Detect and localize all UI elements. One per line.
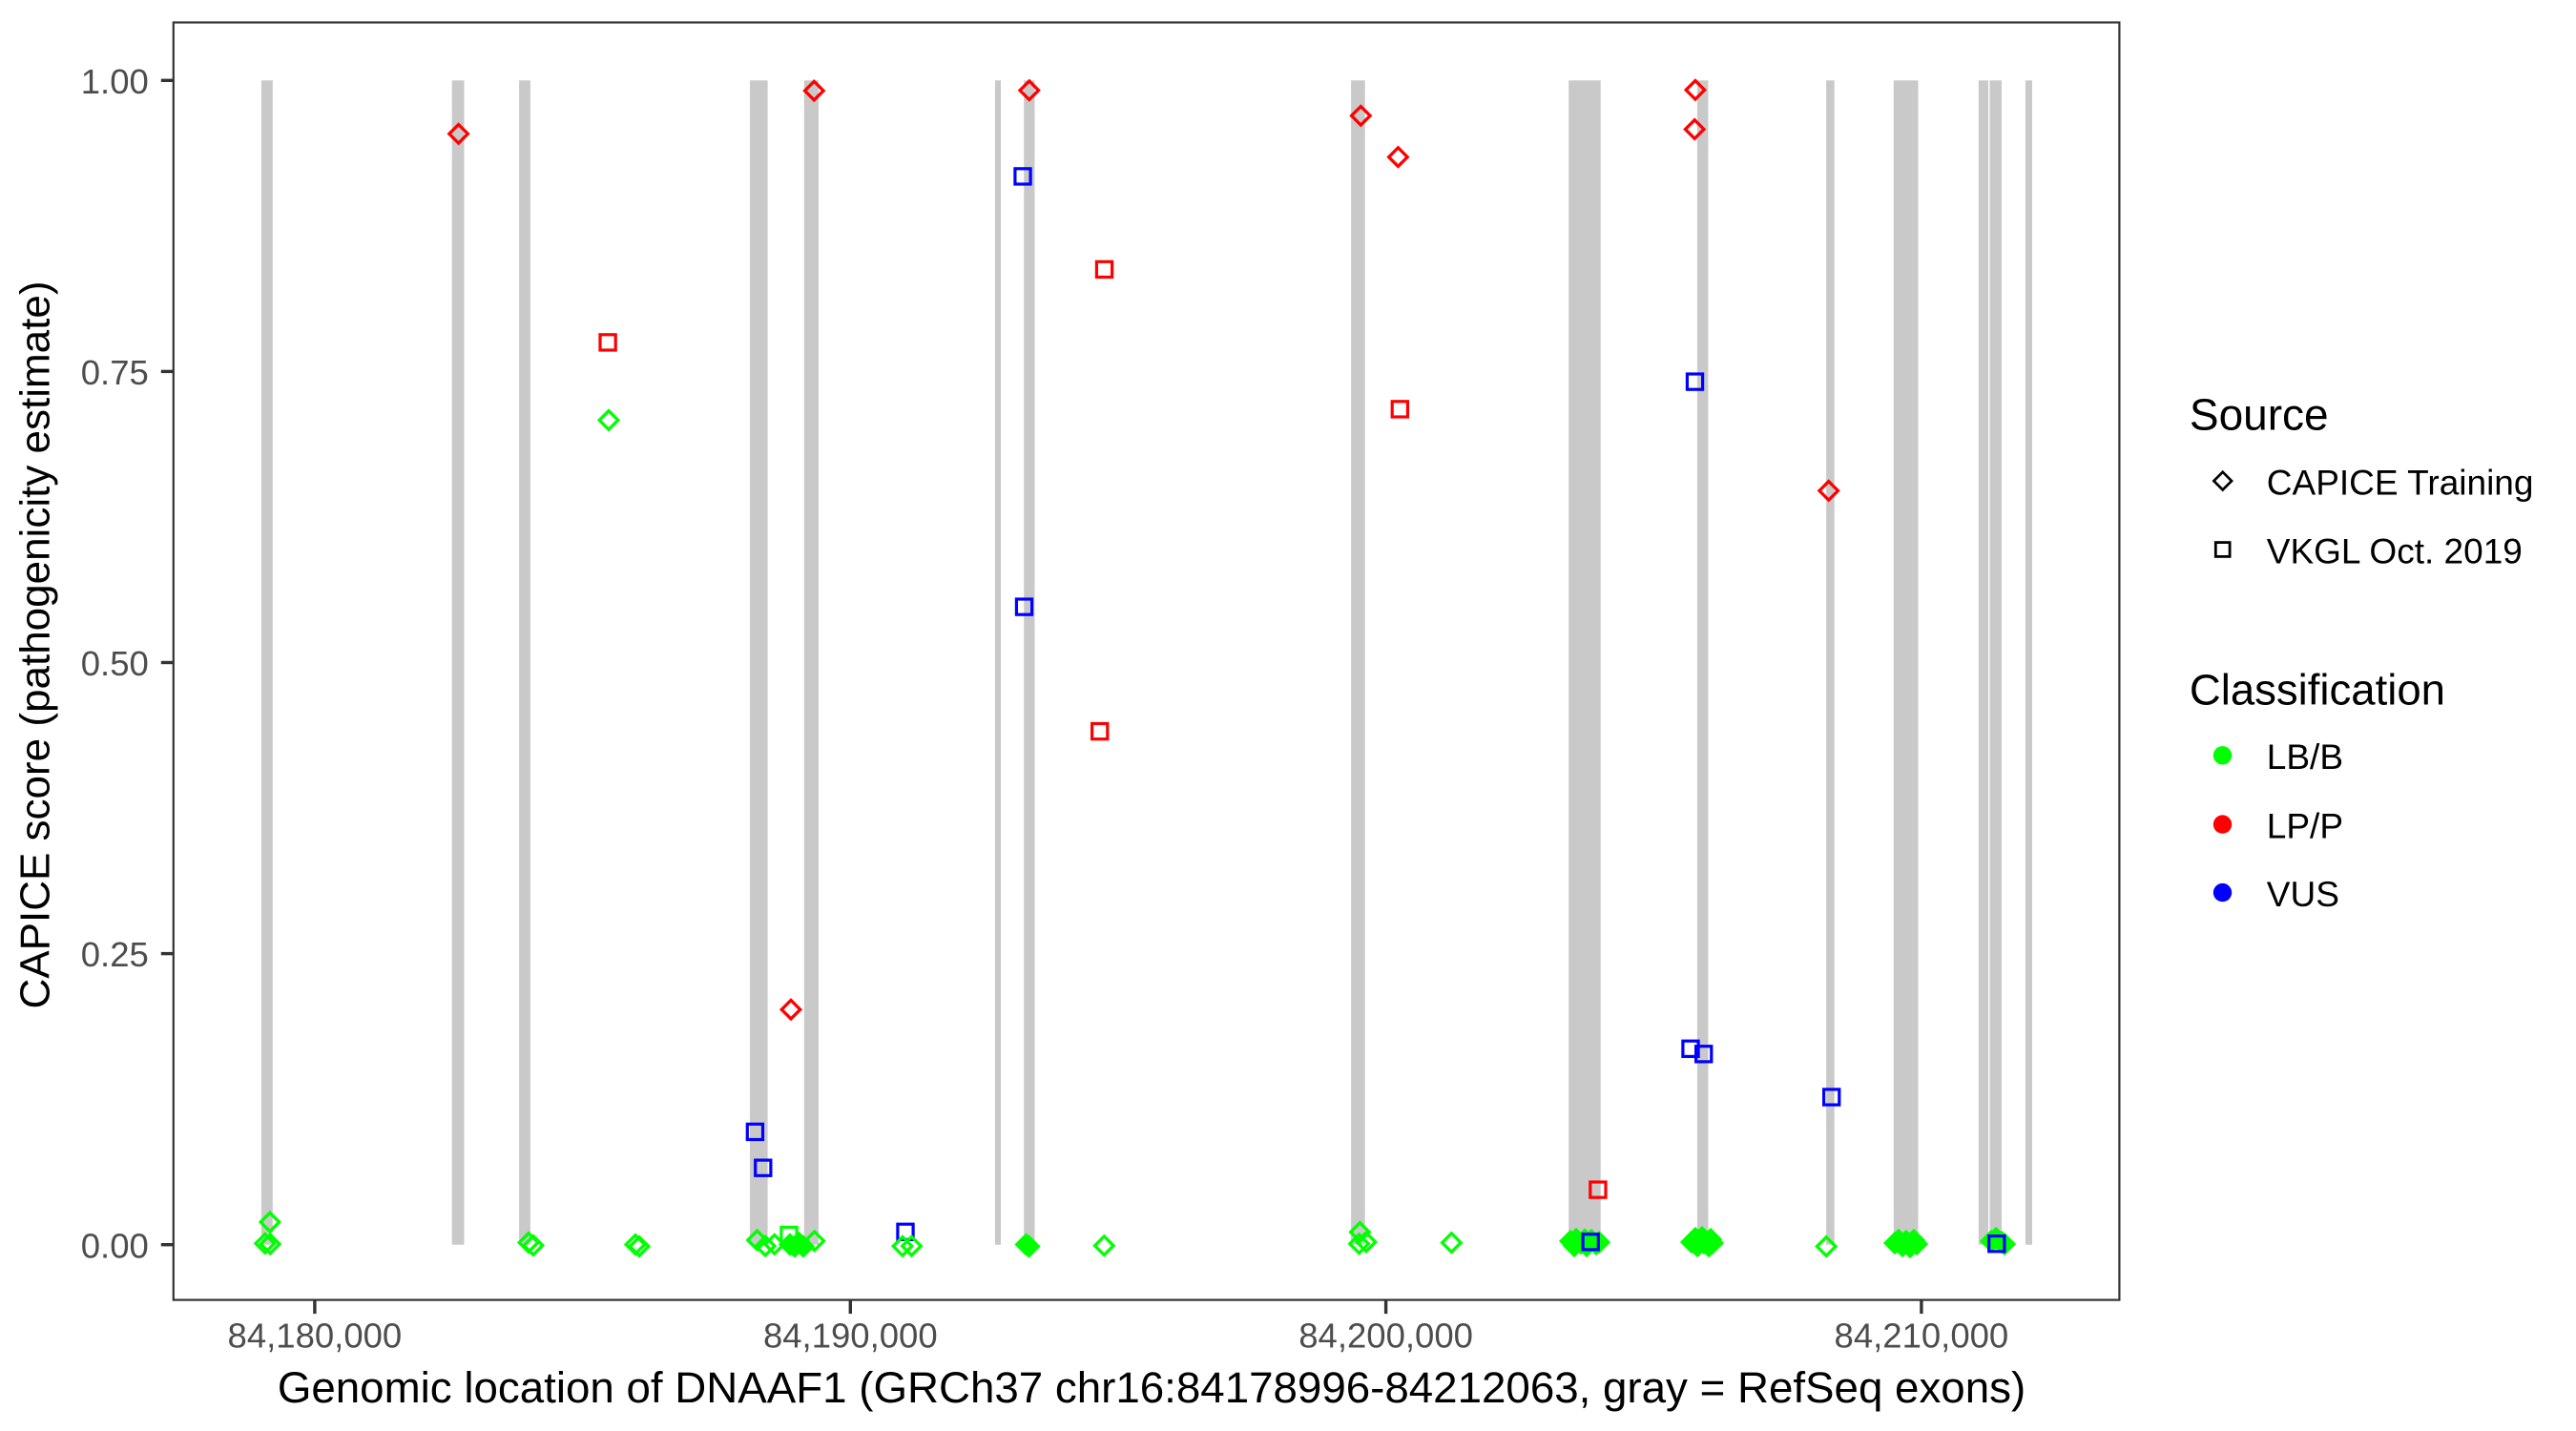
svg-text:0.25: 0.25 bbox=[81, 935, 149, 974]
svg-text:Source: Source bbox=[2190, 390, 2329, 440]
svg-text:VKGL Oct. 2019: VKGL Oct. 2019 bbox=[2267, 532, 2523, 571]
svg-text:84,210,000: 84,210,000 bbox=[1835, 1316, 2009, 1355]
svg-text:0.50: 0.50 bbox=[81, 644, 149, 683]
svg-text:0.75: 0.75 bbox=[81, 353, 149, 392]
svg-text:0.00: 0.00 bbox=[81, 1226, 149, 1265]
svg-text:1.00: 1.00 bbox=[81, 62, 149, 101]
svg-text:84,180,000: 84,180,000 bbox=[228, 1316, 403, 1355]
svg-text:84,200,000: 84,200,000 bbox=[1298, 1316, 1473, 1355]
svg-text:CAPICE Training: CAPICE Training bbox=[2267, 464, 2534, 503]
svg-text:Classification: Classification bbox=[2190, 666, 2445, 715]
svg-text:84,190,000: 84,190,000 bbox=[763, 1316, 938, 1355]
svg-text:LB/B: LB/B bbox=[2267, 737, 2343, 777]
svg-text:VUS: VUS bbox=[2267, 875, 2339, 914]
svg-text:Genomic location of DNAAF1 (GR: Genomic location of DNAAF1 (GRCh37 chr16… bbox=[278, 1363, 2025, 1412]
svg-text:LP/P: LP/P bbox=[2267, 807, 2343, 846]
svg-text:CAPICE score (pathogenicity es: CAPICE score (pathogenicity estimate) bbox=[12, 281, 59, 1009]
